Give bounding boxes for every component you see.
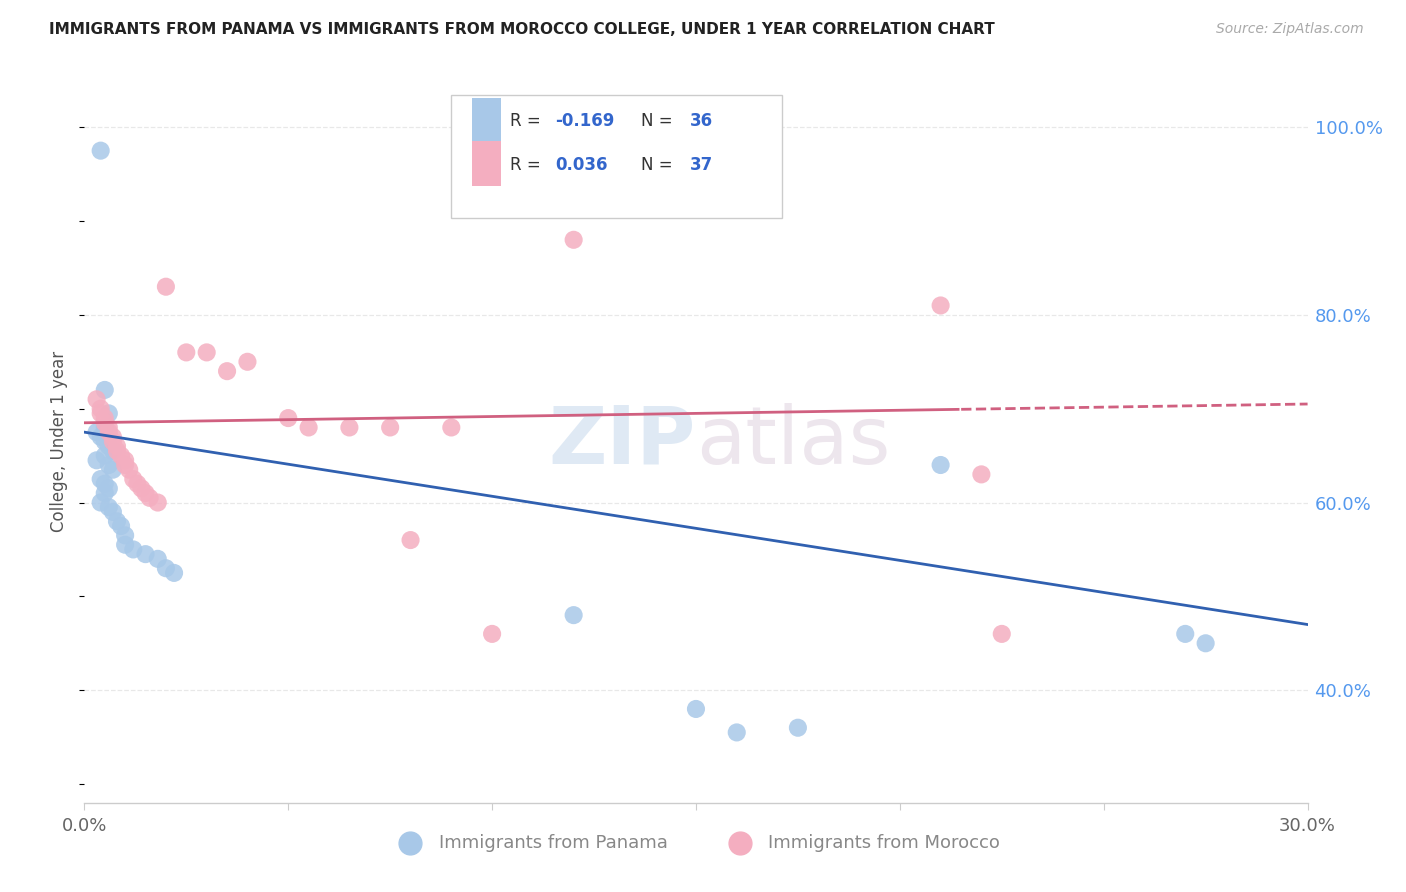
Point [114,453,136,467]
Point [110,519,132,533]
Point [138,491,160,505]
Point [481,627,503,641]
Point [114,528,136,542]
Point [90,495,112,509]
Legend: Immigrants from Panama, Immigrants from Morocco: Immigrants from Panama, Immigrants from … [384,826,1008,859]
Point [101,463,124,477]
Point [146,551,169,566]
Point [155,279,177,293]
Point [105,444,128,458]
Point [101,430,124,444]
Point [97,420,120,434]
Point [93,411,115,425]
Point [97,482,120,496]
Point [122,542,145,557]
Point [86,453,108,467]
Point [97,458,120,472]
Point [127,476,149,491]
Text: atlas: atlas [696,402,890,481]
Text: 37: 37 [690,156,713,174]
Text: 0.036: 0.036 [555,156,607,174]
Point [562,233,585,247]
Point [135,486,157,500]
Point [122,472,145,486]
Point [929,298,952,312]
Point [787,721,810,735]
Point [97,500,120,515]
Point [562,608,585,623]
Point [970,467,993,482]
Point [93,416,115,430]
Point [725,725,748,739]
Point [146,495,169,509]
Text: N =: N = [641,112,678,130]
Point [277,411,299,425]
Text: Source: ZipAtlas.com: Source: ZipAtlas.com [1216,22,1364,37]
Point [114,458,136,472]
Point [339,420,361,434]
Point [399,533,422,547]
Point [236,355,259,369]
FancyBboxPatch shape [451,95,782,218]
Point [131,482,153,496]
Point [90,406,112,420]
Text: R =: R = [510,112,546,130]
Point [93,420,115,434]
Text: N =: N = [641,156,678,174]
Point [1174,627,1197,641]
Point [195,345,218,359]
Point [97,425,120,439]
Point [97,406,120,420]
Point [86,392,108,407]
Point [105,514,128,528]
Text: ZIP: ZIP [548,402,696,481]
Point [93,449,115,463]
FancyBboxPatch shape [472,97,502,143]
Point [101,434,124,449]
Point [135,547,157,561]
Point [118,463,141,477]
Text: 36: 36 [690,112,713,130]
Point [929,458,952,472]
Point [217,364,239,378]
Point [97,439,120,453]
Point [93,486,115,500]
Point [114,538,136,552]
Point [93,476,115,491]
Point [86,425,108,439]
Point [155,561,177,575]
Text: -0.169: -0.169 [555,112,614,130]
Y-axis label: College, Under 1 year: College, Under 1 year [51,351,69,533]
Point [105,439,128,453]
Point [90,472,112,486]
Point [174,345,197,359]
Point [440,420,463,434]
Point [101,444,124,458]
FancyBboxPatch shape [472,141,502,186]
Text: R =: R = [510,156,546,174]
Point [163,566,186,580]
Point [380,420,402,434]
Point [93,434,115,449]
Point [991,627,1014,641]
Text: IMMIGRANTS FROM PANAMA VS IMMIGRANTS FROM MOROCCO COLLEGE, UNDER 1 YEAR CORRELAT: IMMIGRANTS FROM PANAMA VS IMMIGRANTS FRO… [49,22,995,37]
Point [90,144,112,158]
Point [110,449,132,463]
Point [1195,636,1218,650]
Point [101,505,124,519]
Point [298,420,321,434]
Point [685,702,707,716]
Point [93,383,115,397]
Point [90,401,112,416]
Point [90,430,112,444]
